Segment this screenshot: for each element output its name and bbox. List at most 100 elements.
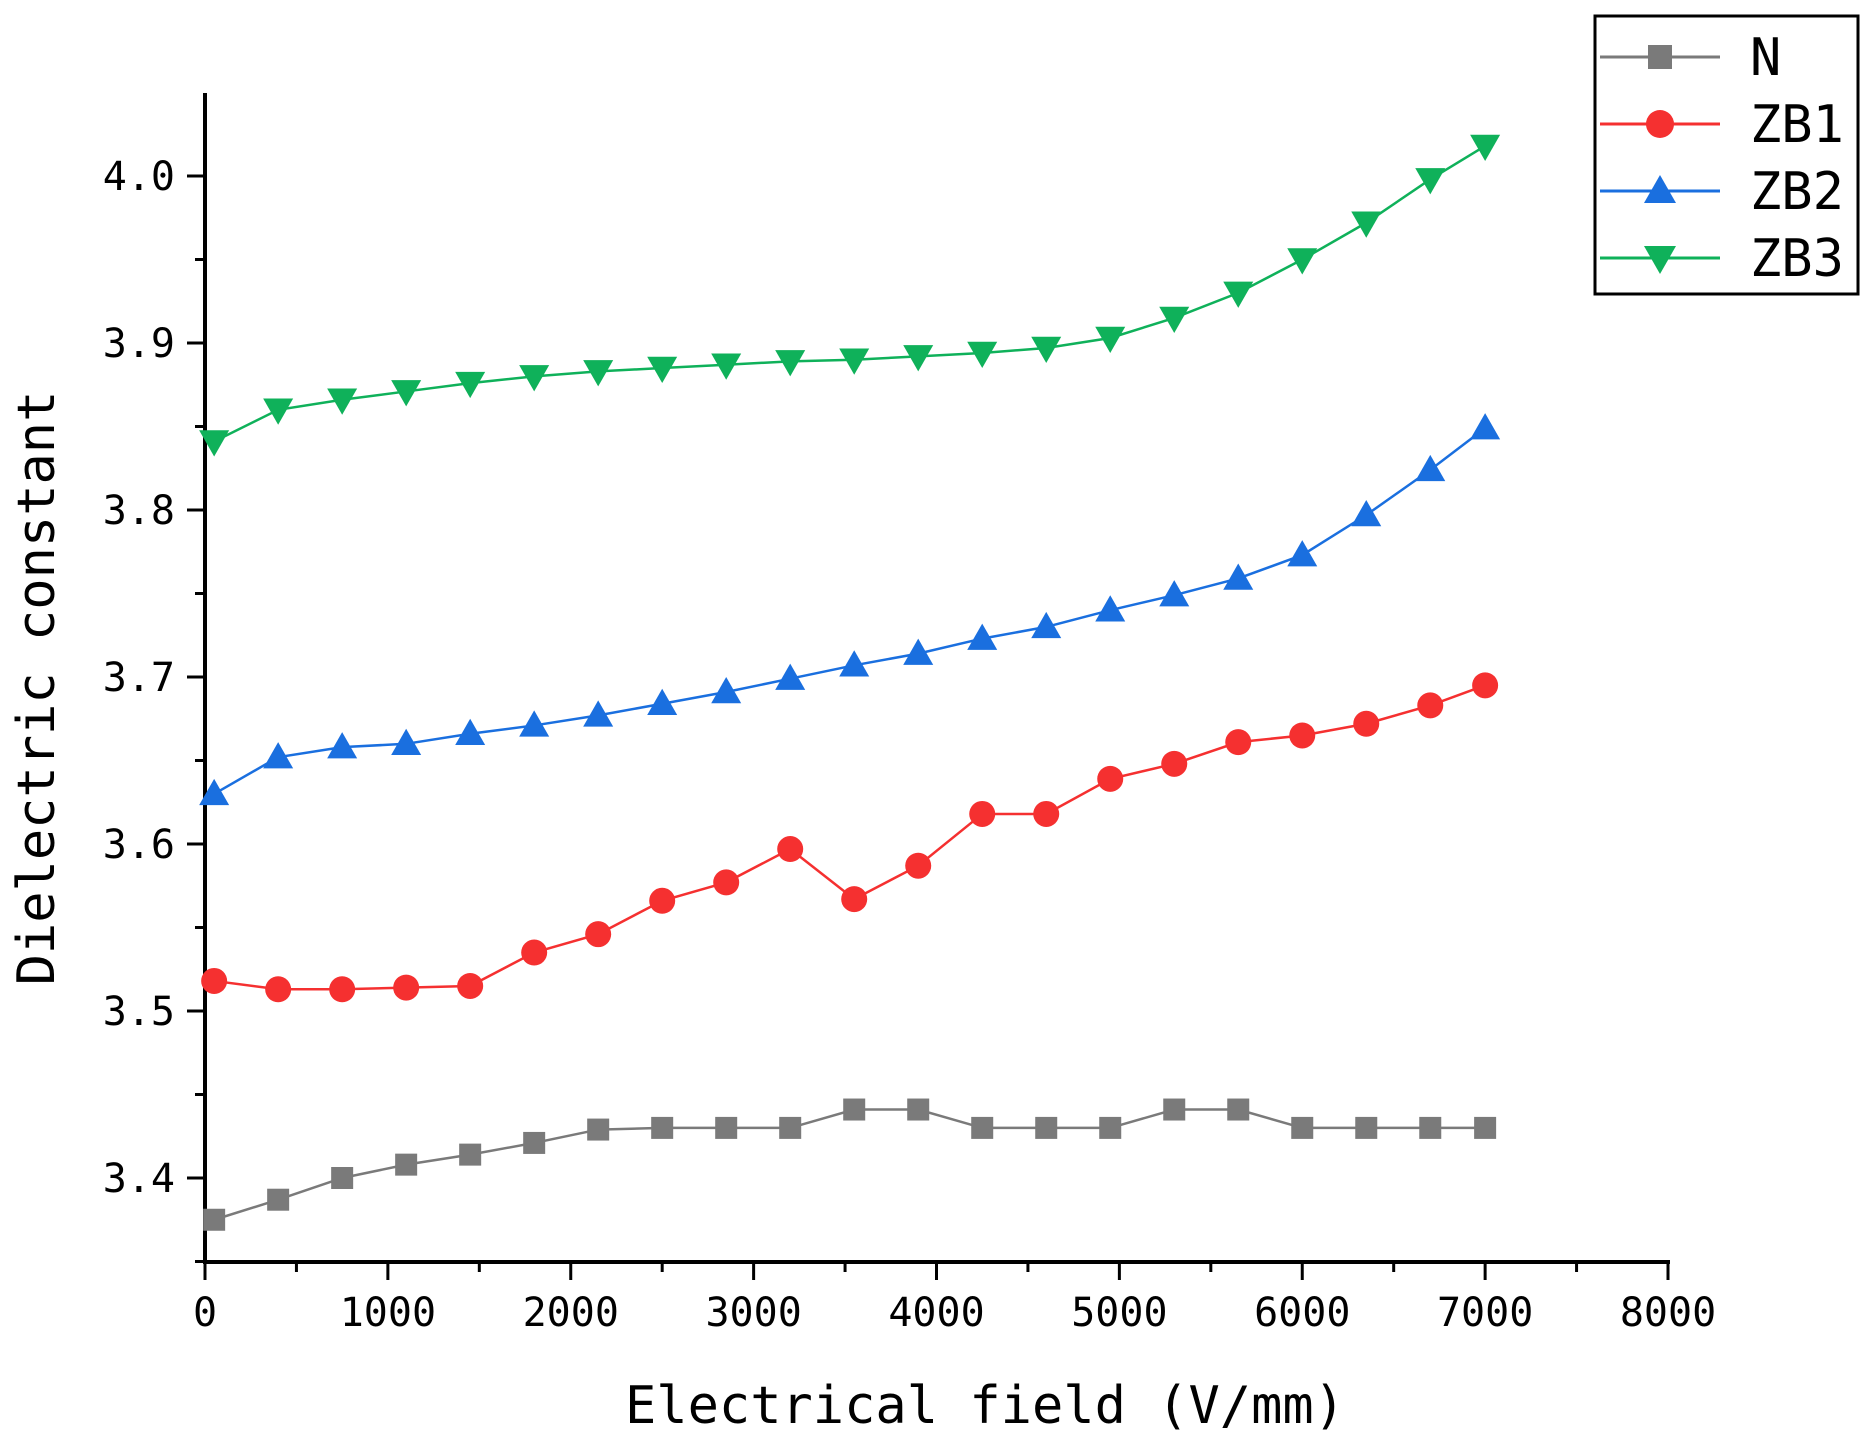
series-zb2 [199,413,1501,806]
x-tick-label: 4000 [888,1290,984,1336]
data-point-zb2 [263,742,294,769]
tick-labels: 0 1000 2000 3000 4000 5000 6000 7000 8000 3.4 3.5 3… [103,154,1716,1336]
data-point-zb2 [839,650,870,677]
data-point-zb1 [649,887,676,914]
data-point-zb1 [969,800,996,827]
data-point-n [907,1098,930,1121]
data-point-zb2 [647,688,678,715]
data-point-zb3 [263,398,294,425]
y-tick-label: 4.0 [103,154,175,200]
data-point-zb1 [777,836,804,863]
ticks [187,174,1670,1280]
data-point-zb1 [841,886,868,913]
legend-entry-zb1: ZB1 [1600,95,1844,155]
legend-box [1593,14,1860,296]
data-point-zb2 [1031,611,1062,639]
data-point-n [651,1116,674,1139]
data-point-zb2 [967,623,998,650]
x-axis-title: Electrical field (V/mm) [625,1376,1345,1436]
legend-label: ZB1 [1750,95,1844,155]
data-point-zb1 [521,939,548,966]
data-point-zb3 [391,380,422,407]
data-point-zb3 [967,341,998,369]
data-point-zb2 [1095,595,1126,622]
data-point-n [779,1116,802,1139]
data-point-zb3 [647,356,678,384]
data-point-n [267,1188,290,1211]
data-point-zb1 [1161,750,1188,777]
data-point-n [1227,1098,1250,1121]
data-point-zb3 [519,365,550,392]
data-point-zb3 [1095,326,1126,353]
data-point-n [843,1098,866,1121]
data-point-zb3 [199,430,230,457]
data-point-zb3 [327,388,358,415]
data-point-zb1 [905,852,932,879]
data-point-zb2 [1287,540,1318,567]
data-point-zb1 [1097,765,1124,792]
legend-marker [1646,110,1674,138]
legend-entry-zb2: ZB2 [1600,162,1844,222]
y-tick-label: 3.7 [103,655,175,701]
y-tick-label: 3.6 [103,822,175,868]
data-point-zb3 [1351,211,1382,238]
data-point-zb1 [265,976,292,1003]
data-point-zb1 [393,974,420,1001]
data-point-zb1 [1033,800,1060,827]
y-axis-title: Dielectric constant [7,391,67,986]
data-point-zb1 [201,967,228,994]
data-point-n [587,1118,610,1141]
x-tick-label: 2000 [523,1290,619,1336]
data-point-zb3 [1415,168,1446,195]
y-tick-label: 3.5 [103,989,175,1035]
data-point-zb3 [775,350,806,377]
data-point-zb2 [903,638,934,665]
legend-marker [1648,45,1672,69]
data-point-n [1419,1116,1442,1139]
data-point-zb2 [711,677,742,704]
x-tick-label: 7000 [1437,1290,1533,1336]
axes [203,93,1670,1264]
legend-entry-zb3: ZB3 [1600,229,1844,289]
x-tick-label: 5000 [1071,1290,1167,1336]
data-point-zb2 [583,700,614,727]
legend-marker [1644,175,1676,203]
series-zb1 [201,672,1499,1003]
y-tick-label: 3.9 [103,321,175,367]
data-point-zb1 [1225,729,1252,756]
data-point-n [523,1131,546,1154]
data-point-n [971,1116,994,1139]
x-tick-label: 6000 [1254,1290,1350,1336]
data-point-zb3 [583,360,614,387]
data-point-zb2 [1415,454,1446,482]
legend-marker [1644,246,1676,274]
data-point-zb1 [329,976,356,1003]
data-point-n [331,1167,354,1189]
legend-label: ZB3 [1750,229,1844,289]
data-point-zb2 [199,778,230,806]
data-point-zb3 [903,345,934,372]
data-point-n [715,1116,738,1139]
data-point-zb3 [711,353,742,380]
data-point-zb2 [519,710,550,737]
data-point-n [459,1143,482,1166]
data-point-zb3 [1223,281,1254,308]
data-point-zb3 [1031,336,1062,364]
data-point-zb2 [1351,500,1382,527]
data-point-n [1355,1116,1378,1139]
data-point-zb2 [1470,413,1501,440]
data-point-zb2 [1159,580,1190,607]
data-point-zb1 [1417,692,1444,719]
series-zb3 [199,134,1501,457]
data-point-n [203,1208,226,1231]
x-tick-label: 0 [193,1290,217,1336]
data-point-zb3 [455,371,486,399]
data-point-zb2 [327,732,358,759]
legend: N ZB1 ZB2 ZB3 [1593,14,1860,296]
legend-entry-n: N [1600,28,1781,88]
data-point-n [395,1153,418,1176]
data-point-zb3 [1287,248,1318,275]
data-point-zb1 [457,972,484,999]
data-point-zb1 [1353,710,1380,737]
